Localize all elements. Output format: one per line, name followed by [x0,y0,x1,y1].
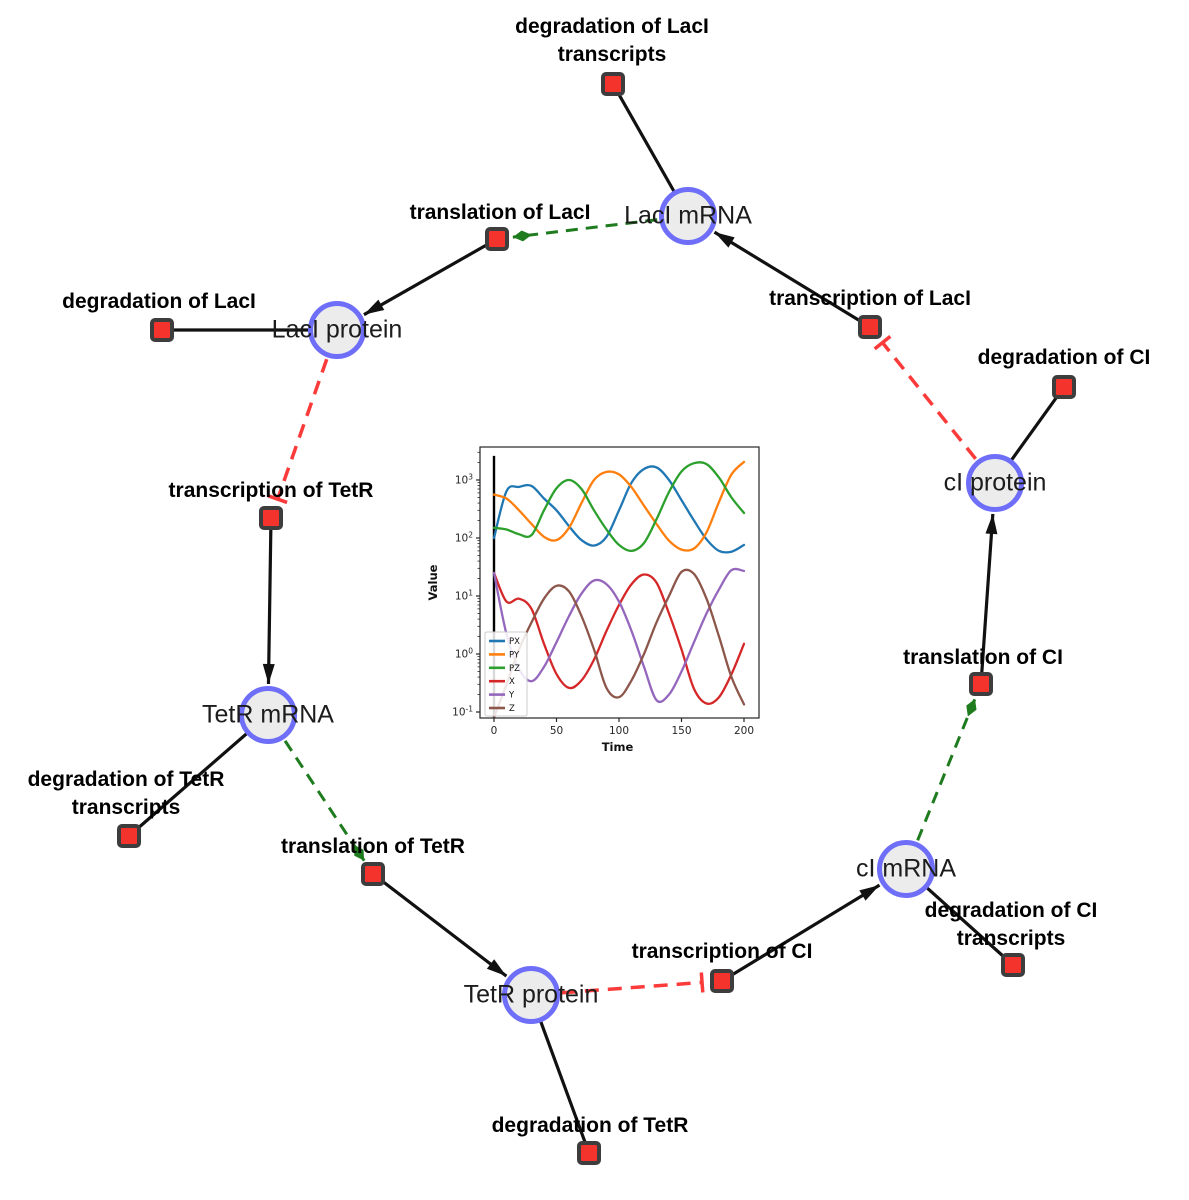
reaction-node-deg_ci[interactable] [1052,375,1076,399]
edge-arrow-txn_laci-laci_mrna [713,230,871,329]
edge-arrow-txn_tetr-tetr_mrna [262,517,275,685]
reaction-node-deg_tetr[interactable] [577,1141,601,1165]
legend-label-Z: Z [509,704,515,714]
y-axis-label: Value [426,564,440,600]
edge-arrow-transl_tetr-tetr_protein [372,872,508,978]
reaction-node-txn_tetr[interactable] [259,506,283,530]
edge-catalysis-laci_mrna-transl_laci [512,218,658,242]
reaction-node-transl_tetr[interactable] [361,862,385,886]
legend-label-X: X [509,677,515,687]
legend-label-PY: PY [509,650,520,660]
plot-area [492,455,746,718]
legend-label-Y: Y [508,691,515,701]
y-tick-label: 102 [455,531,473,545]
x-tick-label: 100 [609,725,629,737]
y-tick-label: 10-1 [452,705,473,719]
reaction-node-deg_laci[interactable] [150,318,174,342]
reaction-node-deg_tetr_tx[interactable] [117,824,141,848]
species-node-laci_protein[interactable] [308,301,366,359]
series-PZ-line [492,461,746,553]
reaction-node-txn_laci[interactable] [858,315,882,339]
edge-inhibition-laci_protein-txn_tetr [267,358,329,505]
edge-inhibition-tetr_protein-txn_ci [561,972,705,995]
edge-catalysis-tetr_mrna-transl_tetr [283,740,366,862]
species-node-ci_protein[interactable] [966,454,1024,512]
edge-arrow-transl_ci-ci_protein [979,513,998,685]
edge-arrow-txn_ci-ci_mrna [721,883,881,983]
x-tick-label: 50 [550,725,563,737]
legend-label-PX: PX [509,637,520,647]
series-Z-line [492,568,746,718]
edge-arrow-transl_laci-laci_protein [363,237,498,317]
legend: PX PY PZ XYZ [484,631,528,717]
reaction-node-deg_ci_tx[interactable] [1001,953,1025,977]
reaction-node-txn_ci[interactable] [710,969,734,993]
y-tick-label: 101 [455,589,473,603]
species-node-tetr_mrna[interactable] [239,686,297,744]
series-Y-line [492,567,746,704]
x-tick-label: 150 [671,725,691,737]
reaction-node-transl_laci[interactable] [485,227,509,251]
y-tick-label: 103 [455,473,473,487]
legend-label-PZ: PZ [509,664,520,674]
edge-catalysis-ci_mrna-transl_ci [916,698,977,841]
reaction-node-deg_laci_tx[interactable] [601,72,625,96]
legend-box [484,631,528,717]
species-node-tetr_protein[interactable] [502,966,560,1024]
inset-chart: 0 50 100 150 20010-1100101102103TimeValuePXP… [426,446,760,754]
species-node-laci_mrna[interactable] [659,187,717,245]
x-tick-label: 0 [491,725,498,737]
y-tick-label: 100 [455,647,473,661]
reaction-node-transl_ci[interactable] [969,672,993,696]
series-PX-line [492,465,746,554]
species-node-ci_mrna[interactable] [877,840,935,898]
x-axis-label: Time [602,740,634,754]
x-tick-label: 200 [734,725,754,737]
edge-inhibition-ci_protein-txn_laci [873,334,977,460]
